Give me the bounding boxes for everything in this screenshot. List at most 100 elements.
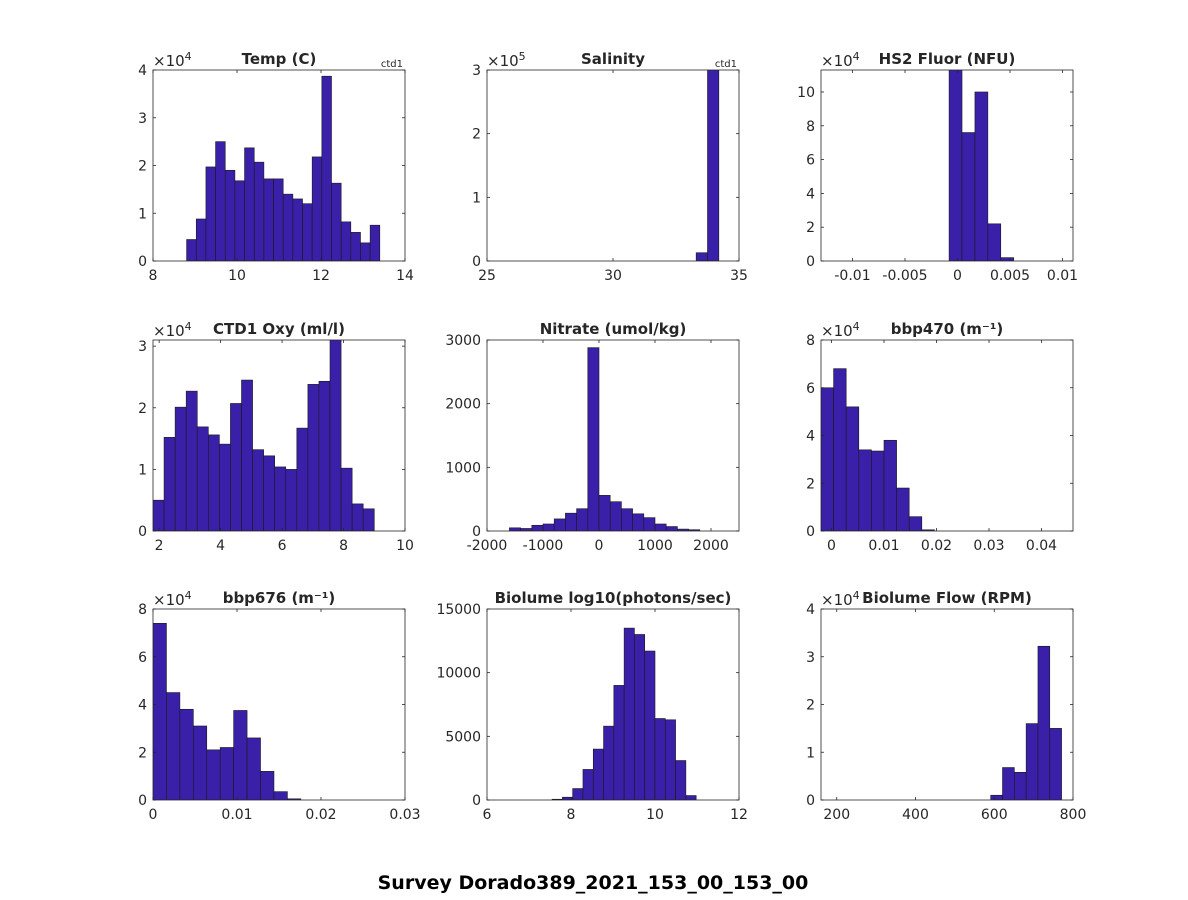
y-tick-label: 2 [138,401,147,417]
histogram-bar [572,788,584,800]
y-tick-label: 1 [138,462,147,478]
histogram-bar [688,529,701,531]
y-exponent-label: ×104 [821,50,860,70]
x-tick-label: 0.01 [1047,268,1078,284]
x-tick-label: 10 [396,538,414,554]
x-tick-label: 0 [827,538,836,554]
histogram-bar [821,387,834,531]
y-tick-label: 8 [806,333,815,349]
y-tick-label: 6 [806,381,815,397]
histogram-bar [224,169,236,261]
x-tick-label: 600 [981,807,1008,823]
histogram-bar [587,347,600,531]
x-tick-label: 4 [216,538,225,554]
histogram-bar [263,455,275,531]
y-tick-label: 3 [806,650,815,666]
subplot-title: HS2 Fluor (NFU) [879,50,1016,68]
y-tick-label: 0 [806,254,815,270]
histogram-bar [360,242,371,261]
histogram-bar [362,508,375,531]
x-tick-label: 0.01 [221,807,252,823]
subplot-6: 0 0.01 0.02 0.03 0.04 0 2 4 6 8 ×104 bbp470 (m⁻¹) [806,320,1074,554]
histogram-bar [285,469,298,531]
x-tick-label: 0.01 [868,538,899,554]
y-tick-label: 4 [138,63,147,79]
y-tick-label: 4 [806,186,815,202]
histogram-bar [987,223,1002,261]
y-tick-label: 0 [806,524,815,540]
histogram-bar [246,737,261,800]
x-tick-label: 0.02 [305,807,336,823]
y-tick-label: 0 [806,793,815,809]
x-tick-label: 0 [149,807,158,823]
histogram-bar [174,406,187,531]
x-tick-label: 12 [730,807,748,823]
histogram-bar [1049,728,1062,800]
histogram-bar [292,198,303,261]
histogram-bar [1000,257,1014,261]
histogram-bar [273,178,284,261]
histogram-bar [350,232,361,261]
subplot-5: -2000 -1000 0 1000 2000 0 1000 2000 3000 Nitrate … [445,320,740,554]
x-tick-label: 10 [646,807,664,823]
histogram-bar [654,718,666,800]
y-tick-label: 6 [806,153,815,169]
subplot-9: 200 400 600 800 0 1 2 3 4 ×104 Biolume Flow (RPM) [806,589,1086,823]
x-tick-label: 10 [228,268,246,284]
y-tick-label: 6 [138,650,147,666]
y-tick-label: 0 [138,254,147,270]
histogram-bar [531,524,544,531]
histogram-bar [340,467,353,531]
subplot-title: CTD1 Oxy (ml/l) [213,320,345,338]
histogram-bar [273,791,288,800]
histogram-bar [185,390,198,531]
histogram-bar [598,495,611,531]
bars [990,645,1062,800]
bars [551,627,697,800]
x-tick-label: -0.01 [834,268,870,284]
x-tick-label: 1000 [637,538,673,554]
x-tick-label: 0.04 [1026,538,1057,554]
histogram-bar [166,692,181,800]
y-exponent-label: ×105 [487,50,526,70]
x-tick-label: 25 [478,268,496,284]
histogram-bar [195,218,207,261]
y-tick-label: 4 [138,698,147,714]
histogram-bar [509,527,521,531]
histogram-bar [664,719,676,800]
x-tick-label: 0 [595,538,604,554]
histogram-bar [542,523,555,531]
histogram-bar [908,516,923,531]
histogram-bar [565,512,577,531]
histogram-bar [253,161,265,261]
histogram-bar [553,518,566,531]
y-tick-label: 2 [138,745,147,761]
x-tick-label: 200 [823,807,850,823]
x-tick-label: -2000 [467,538,508,554]
x-tick-label: 8 [339,538,348,554]
histogram-bar [193,725,208,800]
y-tick-label: 3 [138,339,147,355]
histogram-bar [603,725,615,800]
histogram-bar [921,529,935,531]
histogram-bar [329,340,342,531]
y-tick-label: 8 [138,602,147,618]
x-tick-label: 2000 [693,538,729,554]
y-tick-label: 1000 [445,460,481,476]
histogram-bar [961,132,976,261]
subplot-2: 25 30 35 0 1 2 3 ×105 Salinity ctd1 [472,50,748,284]
histogram-bar [282,193,294,261]
histogram-bar [948,70,963,261]
histogram-bar [685,795,697,800]
y-tick-label: 1 [472,190,481,206]
histogram-bar [609,501,622,531]
histogram-bar [163,437,176,531]
subplot-title: Salinity [581,50,645,68]
y-tick-label: 0 [472,524,481,540]
bars [821,368,935,531]
histogram-bar [234,180,245,261]
x-tick-label: 0.005 [990,268,1030,284]
y-exponent-label: ×104 [821,589,860,609]
